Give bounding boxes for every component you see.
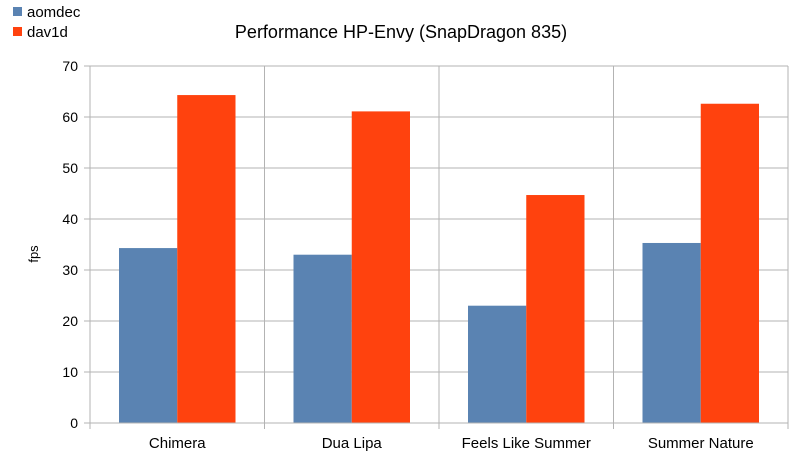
axes: [84, 65, 788, 424]
y-tick-label: 40: [62, 211, 78, 227]
legend-swatch-aomdec: [13, 7, 22, 16]
y-tick-label: 50: [62, 160, 78, 176]
legend-label-dav1d: dav1d: [27, 24, 68, 41]
y-tick-label: 30: [62, 262, 78, 278]
chart-title: Performance HP-Envy (SnapDragon 835): [235, 22, 567, 42]
y-tick-label: 10: [62, 364, 78, 380]
bar-dav1d: [700, 103, 759, 424]
legend-label-aomdec: aomdec: [27, 4, 81, 21]
y-tick-label: 70: [62, 58, 78, 74]
x-category-label: Chimera: [149, 435, 206, 452]
bar-aomdec: [119, 248, 178, 423]
x-category-label: Dua Lipa: [322, 435, 383, 452]
bar-dav1d: [177, 95, 236, 423]
y-tick-label: 0: [70, 415, 78, 431]
x-category-label: Feels Like Summer: [462, 435, 591, 452]
x-category-labels: Chimera Dua Lipa Feels Like Summer Summer N…: [149, 435, 754, 452]
bar-aomdec: [468, 305, 527, 423]
bar-dav1d: [526, 195, 585, 423]
y-tick-labels: 0 10 20 30 40 50 60 70: [62, 58, 78, 431]
bar-aomdec: [642, 242, 701, 423]
bars: [119, 95, 759, 424]
y-tick-label: 20: [62, 313, 78, 329]
bar-dav1d: [351, 111, 410, 423]
y-axis-title: fps: [26, 245, 41, 263]
y-tick-label: 60: [62, 109, 78, 125]
bar-aomdec: [293, 254, 352, 423]
x-category-label: Summer Nature: [648, 435, 754, 452]
legend-swatch-dav1d: [13, 27, 22, 36]
legend: aomdec dav1d: [13, 4, 81, 41]
